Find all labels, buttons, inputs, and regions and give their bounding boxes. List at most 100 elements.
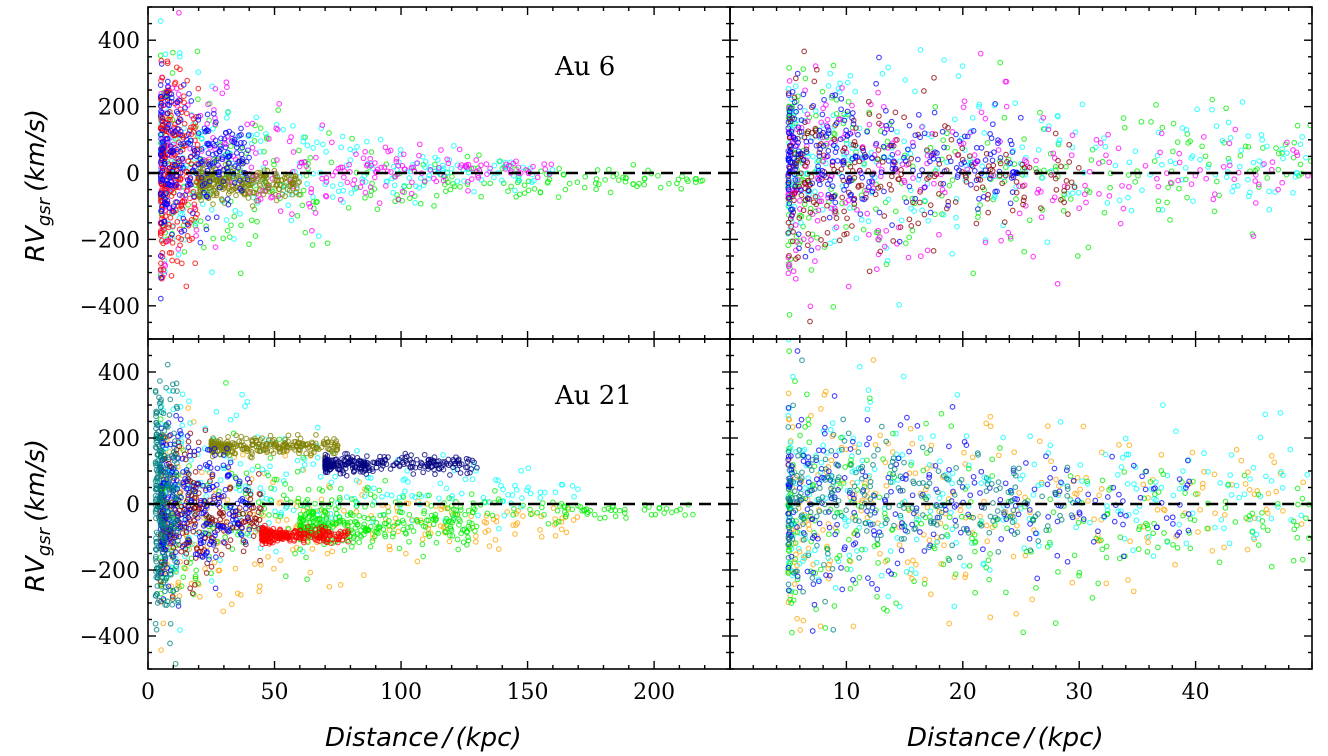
data-point [943, 205, 950, 212]
data-point [809, 104, 815, 111]
data-point [812, 188, 818, 195]
data-point [492, 488, 498, 494]
data-point [277, 513, 284, 520]
data-point [178, 472, 185, 478]
data-point [786, 108, 793, 115]
data-point [350, 535, 357, 541]
data-point [433, 192, 440, 199]
data-point [801, 107, 808, 114]
data-point [277, 499, 284, 505]
data-point [877, 248, 884, 255]
data-point [308, 186, 315, 192]
data-point [616, 507, 623, 514]
data-point [267, 455, 274, 461]
data-point [482, 529, 489, 535]
data-point [216, 592, 223, 598]
data-point [844, 215, 850, 222]
data-point [1115, 145, 1122, 152]
data-point [394, 520, 401, 527]
data-point [832, 149, 839, 155]
data-point [239, 391, 245, 398]
data-point [244, 176, 251, 183]
data-point [328, 479, 335, 486]
data-point [451, 458, 457, 465]
data-point [1279, 146, 1285, 152]
data-point [456, 516, 462, 523]
data-point [789, 206, 796, 213]
data-point [420, 469, 427, 476]
data-point [807, 318, 813, 325]
data-point [255, 471, 262, 477]
data-point [299, 202, 306, 209]
data-point [1252, 178, 1259, 184]
data-point [263, 534, 270, 540]
data-point [1139, 187, 1145, 193]
data-point [888, 173, 895, 180]
data-point [428, 456, 434, 463]
data-point [847, 72, 854, 79]
data-point [178, 583, 185, 589]
data-point [179, 156, 185, 162]
data-point [518, 467, 524, 474]
data-point [953, 131, 959, 138]
data-point [803, 138, 810, 145]
data-point [427, 163, 434, 170]
panel-au6-full [157, 9, 706, 302]
data-point [195, 85, 202, 92]
data-point [873, 80, 879, 87]
data-point [692, 179, 699, 186]
data-point [272, 191, 279, 198]
data-point [205, 101, 211, 108]
data-point [237, 461, 244, 467]
data-point [225, 183, 232, 189]
data-point [167, 143, 174, 150]
data-point [233, 144, 240, 151]
data-point [208, 578, 215, 584]
data-point [512, 531, 518, 537]
data-point [385, 148, 392, 155]
data-point [1021, 248, 1028, 255]
data-point [976, 195, 982, 202]
data-point [428, 503, 435, 509]
data-point [337, 196, 344, 203]
data-point [661, 510, 668, 516]
data-point [1242, 143, 1249, 150]
data-point [228, 179, 235, 186]
data-point [308, 452, 314, 458]
data-point [487, 165, 493, 172]
data-point [367, 192, 374, 199]
data-point [480, 494, 487, 501]
data-point [682, 512, 688, 518]
data-point [339, 164, 346, 171]
data-point [175, 234, 182, 241]
data-point [211, 107, 217, 113]
data-point [192, 214, 199, 221]
data-point [921, 184, 928, 191]
data-point [419, 541, 426, 548]
data-point [427, 530, 434, 537]
data-point [295, 446, 302, 453]
data-point [157, 18, 164, 24]
data-point [571, 493, 577, 500]
data-point [248, 132, 255, 139]
data-point [1120, 115, 1127, 121]
data-point [182, 165, 189, 172]
data-point [1307, 158, 1312, 164]
data-point [821, 244, 828, 250]
data-point [265, 472, 272, 479]
data-point [240, 510, 246, 517]
data-point [814, 217, 821, 224]
data-point [244, 515, 251, 522]
data-point [1120, 205, 1127, 212]
data-point [1000, 222, 1007, 229]
data-point [157, 172, 164, 179]
data-point [798, 192, 805, 199]
data-point [1189, 153, 1196, 159]
data-point [469, 476, 476, 483]
data-point [304, 530, 311, 536]
data-point [236, 505, 243, 511]
data-point [250, 441, 257, 448]
data-point [789, 191, 795, 198]
data-point [558, 526, 565, 533]
data-point [593, 176, 600, 182]
